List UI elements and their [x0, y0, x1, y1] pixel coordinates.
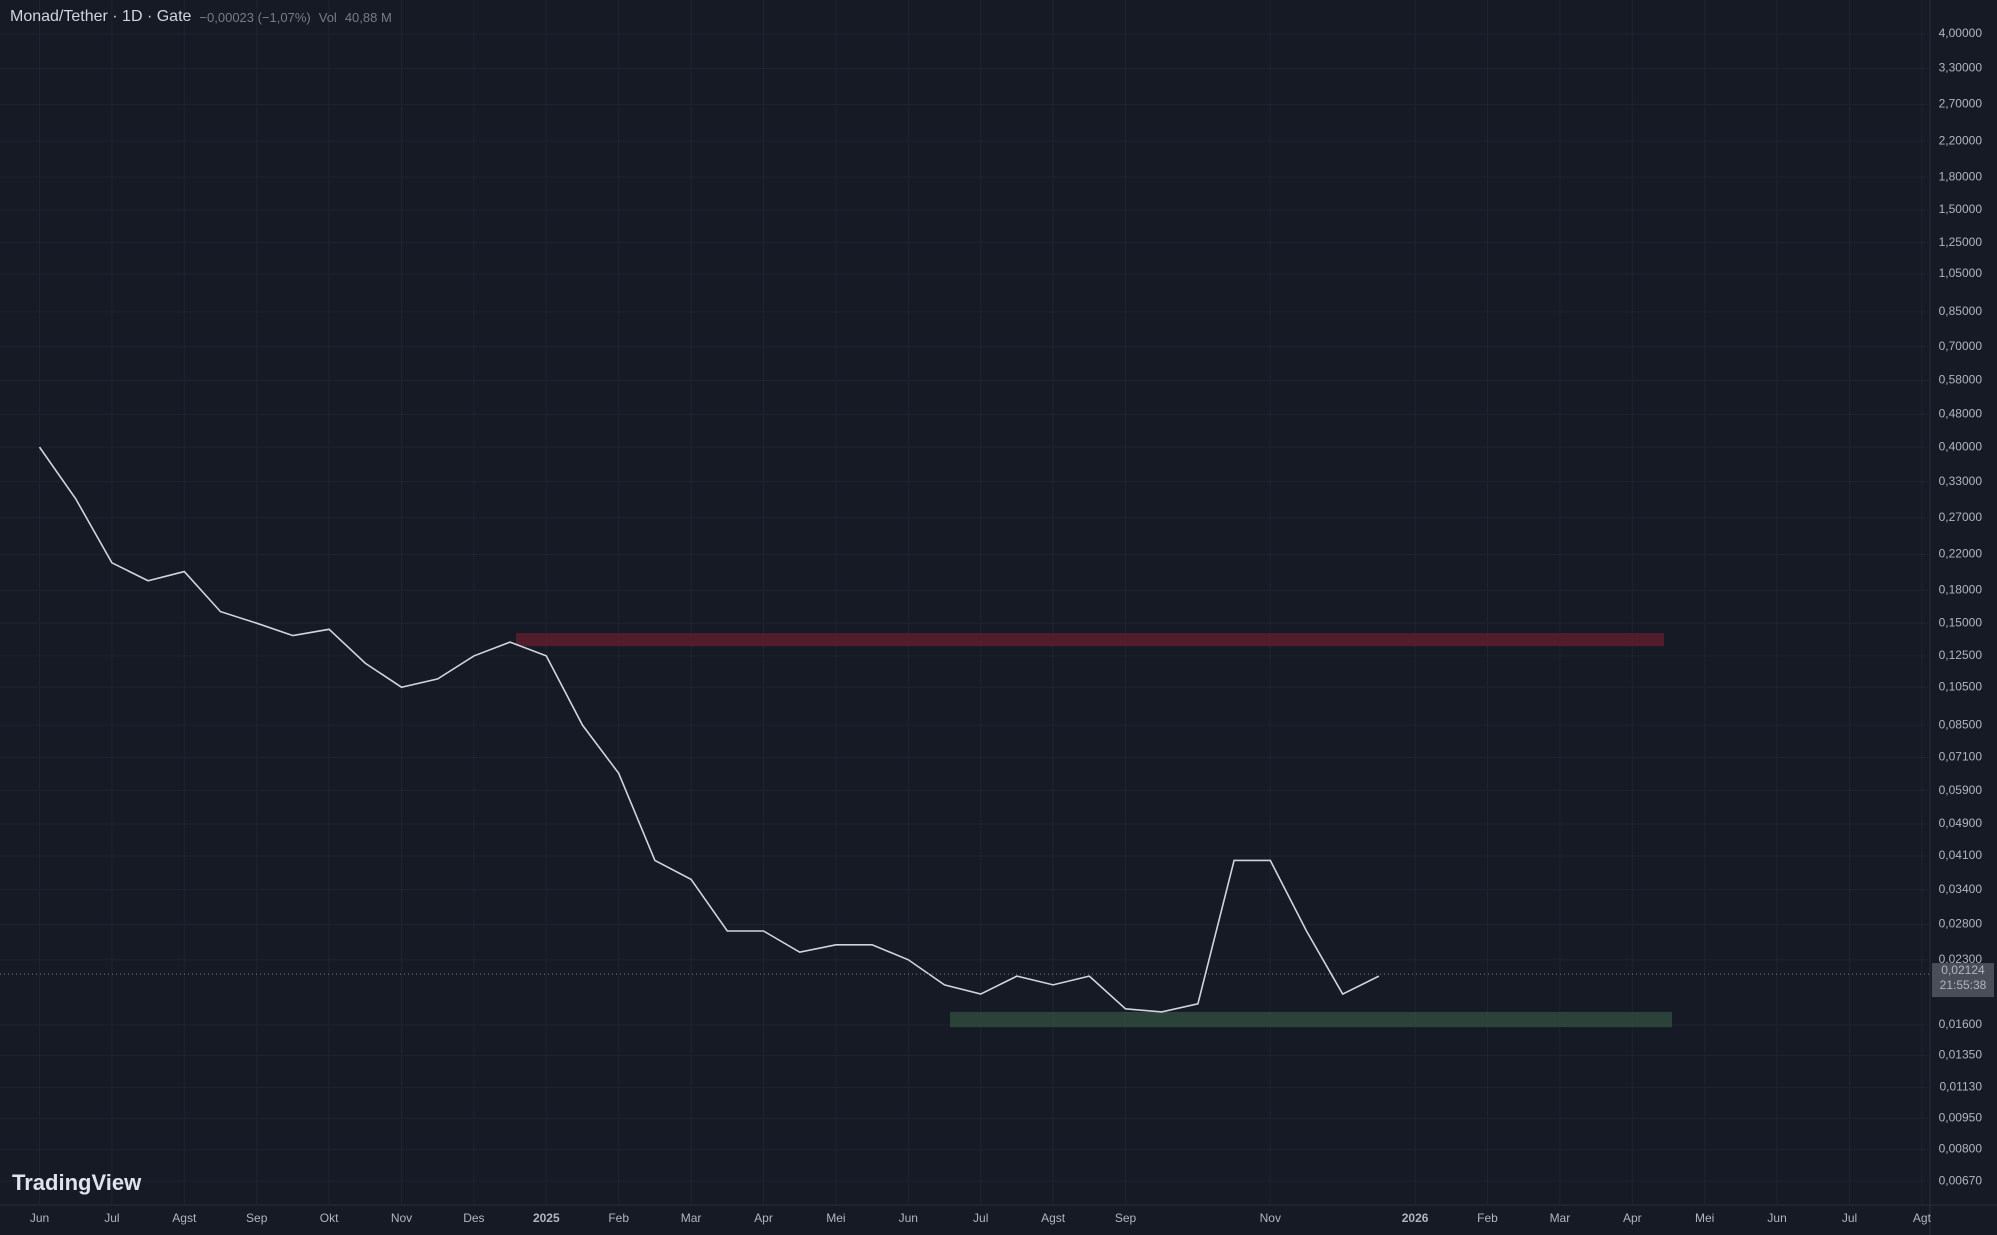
x-tick-label: Mar: [1550, 1211, 1571, 1225]
y-tick-label: 0,12500: [1939, 648, 1983, 662]
x-tick-label: Feb: [1477, 1211, 1498, 1225]
x-tick-label: Apr: [754, 1211, 773, 1225]
x-tick-label: Mar: [681, 1211, 702, 1225]
y-tick-label: 4,00000: [1939, 26, 1983, 40]
x-tick-label: Jul: [1842, 1211, 1857, 1225]
change: −0,00023 (−1,07%): [199, 9, 311, 25]
x-tick-label: Jun: [30, 1211, 49, 1225]
x-tick-label: Jun: [899, 1211, 918, 1225]
x-tick-label: Mei: [826, 1211, 845, 1225]
x-tick-label: Agst: [172, 1211, 197, 1225]
y-tick-label: 0,27000: [1939, 510, 1983, 524]
y-tick-label: 0,18000: [1939, 583, 1983, 597]
countdown: 21:55:38: [1940, 978, 1987, 992]
y-tick-label: 0,58000: [1939, 373, 1983, 387]
y-tick-label: 0,01600: [1939, 1017, 1983, 1031]
vol-label: Vol: [318, 9, 337, 25]
x-tick-label: Jul: [973, 1211, 988, 1225]
y-tick-label: 0,22000: [1939, 547, 1983, 561]
x-tick-label: 2025: [533, 1211, 560, 1225]
logo[interactable]: TradingView: [12, 1170, 142, 1195]
price-line: [38, 446, 1380, 1013]
x-tick-label: Apr: [1623, 1211, 1642, 1225]
x-tick-label: Nov: [391, 1211, 412, 1225]
y-tick-label: 0,00670: [1939, 1173, 1983, 1187]
y-tick-label: 0,04100: [1939, 848, 1983, 862]
y-tick-label: 1,50000: [1939, 202, 1983, 216]
y-tick-label: 1,05000: [1939, 266, 1983, 280]
x-tick-label: Agst: [1041, 1211, 1066, 1225]
vol-value: 40,88 M: [344, 9, 392, 25]
last-price-tag: [1932, 963, 1994, 998]
y-tick-label: 0,33000: [1939, 474, 1983, 488]
y-tick-label: 0,00950: [1939, 1111, 1983, 1125]
x-tick-label: Sep: [246, 1211, 268, 1225]
y-tick-label: 0,01130: [1940, 1080, 1983, 1094]
y-tick-label: 0,03400: [1939, 882, 1983, 896]
last-price-label: 0,02124: [1941, 963, 1985, 977]
y-tick-label: 0,40000: [1939, 439, 1983, 453]
y-tick-label: 0,85000: [1939, 304, 1983, 318]
y-tick-label: 2,70000: [1939, 97, 1983, 111]
zone: [516, 633, 1664, 647]
price-axis: [1930, 0, 1997, 1235]
y-tick-label: 0,07100: [1939, 750, 1983, 764]
x-tick-label: 2026: [1402, 1211, 1429, 1225]
y-tick-label: 3,30000: [1939, 61, 1983, 75]
x-tick-label: Mei: [1695, 1211, 1714, 1225]
y-tick-label: 0,10500: [1939, 679, 1983, 693]
symbol-title[interactable]: Monad/Tether · 1D · Gate: [10, 8, 192, 25]
y-tick-label: 0,04900: [1939, 816, 1983, 830]
y-tick-label: 0,08500: [1939, 717, 1983, 731]
y-tick-label: 0,01350: [1939, 1048, 1983, 1062]
zone: [950, 1011, 1672, 1028]
y-tick-label: 0,02300: [1939, 952, 1983, 966]
y-tick-label: 0,00800: [1939, 1142, 1983, 1156]
y-tick-label: 1,25000: [1939, 235, 1983, 249]
y-tick-label: 0,05900: [1939, 783, 1983, 797]
header: Monad/Tether · 1D · Gate −0,00023 (−1,07…: [10, 8, 392, 26]
x-tick-label: Jun: [1767, 1211, 1786, 1225]
x-tick-label: Okt: [320, 1211, 339, 1225]
y-tick-label: 1,80000: [1939, 169, 1983, 183]
y-tick-label: 2,20000: [1939, 133, 1983, 147]
y-tick-label: 0,48000: [1939, 407, 1983, 421]
x-tick-label: Feb: [608, 1211, 629, 1225]
x-tick-label: Jul: [104, 1211, 119, 1225]
y-tick-label: 0,15000: [1939, 615, 1983, 629]
x-tick-label: Des: [463, 1211, 484, 1225]
y-tick-label: 0,70000: [1939, 339, 1983, 353]
y-tick-label: 0,02800: [1939, 917, 1983, 931]
x-tick-label: Sep: [1115, 1211, 1137, 1225]
x-tick-label: Agt: [1913, 1211, 1932, 1225]
x-tick-label: Nov: [1260, 1211, 1281, 1225]
